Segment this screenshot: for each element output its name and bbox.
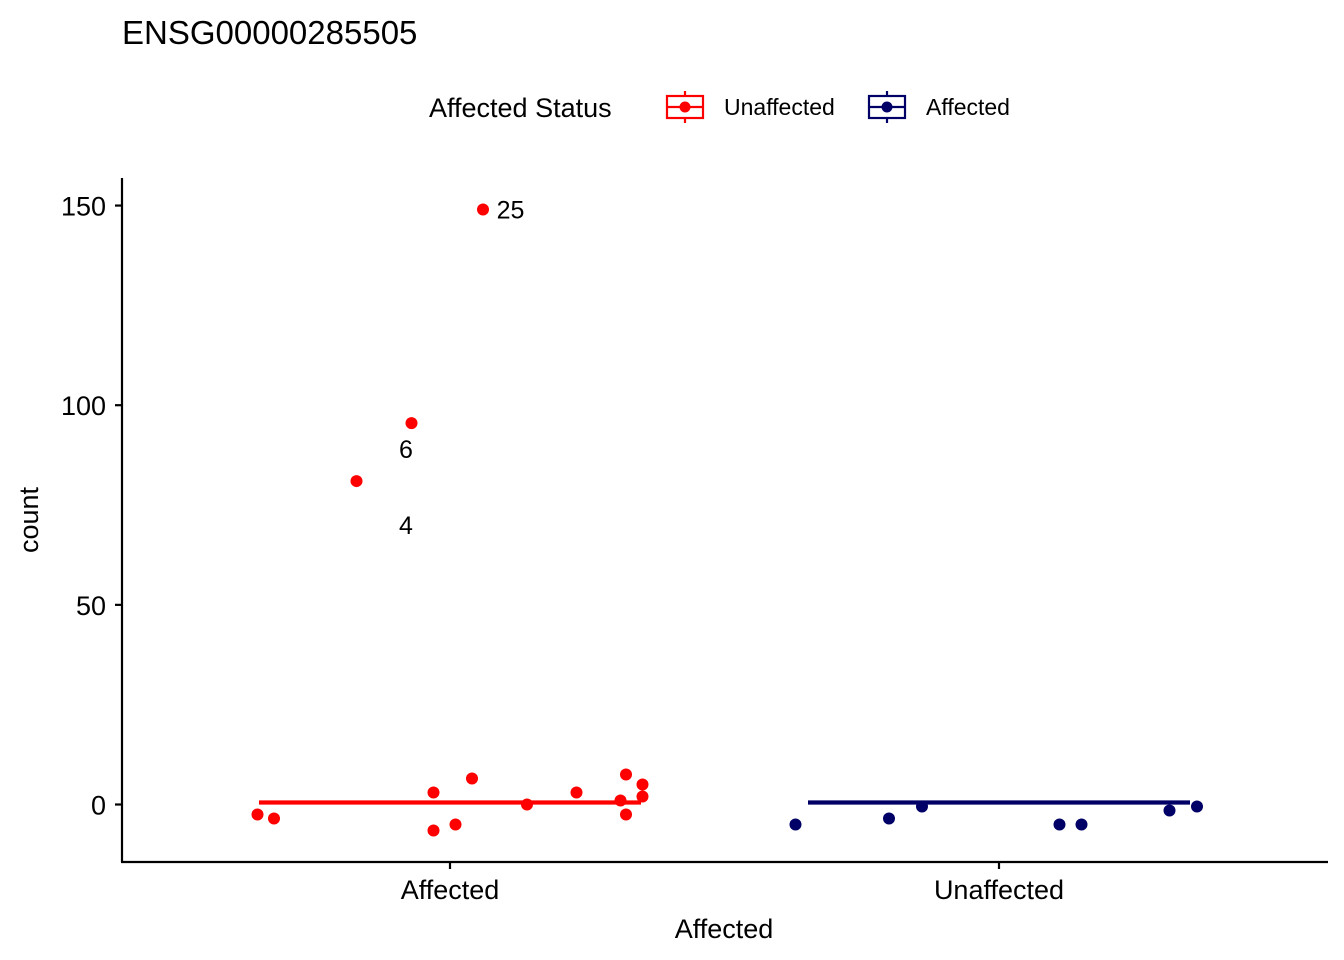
data-point (427, 824, 440, 837)
legend-title: Affected Status (429, 93, 612, 123)
data-point (350, 475, 363, 488)
x-tick-label: Unaffected (934, 875, 1064, 905)
y-tick-label: 50 (76, 591, 106, 621)
point-label: 25 (497, 197, 525, 225)
data-point (789, 818, 802, 831)
legend-key-point (679, 101, 691, 113)
legend-label: Unaffected (724, 94, 835, 120)
point-label: 4 (399, 512, 413, 540)
data-point (620, 808, 632, 821)
data-point (916, 800, 928, 813)
data-point (268, 812, 280, 825)
data-point (1053, 818, 1066, 831)
y-tick-label: 0 (91, 791, 106, 821)
y-tick-label: 150 (61, 192, 106, 222)
legend-label: Affected (926, 94, 1010, 120)
data-point (570, 786, 583, 799)
data-point (636, 778, 649, 791)
data-point (427, 786, 440, 799)
data-point (620, 768, 632, 781)
data-point (883, 812, 895, 825)
data-point (251, 808, 264, 821)
data-point (1075, 818, 1088, 831)
data-point (477, 203, 489, 216)
y-tick-label: 100 (61, 391, 106, 421)
data-point (636, 790, 649, 803)
axes: 0 50 100 150 Affected Unaffected (61, 178, 1328, 905)
data-point (1191, 800, 1203, 813)
data-point (466, 772, 478, 785)
y-axis-title: count (14, 486, 44, 553)
x-ticks: Affected Unaffected (401, 862, 1064, 905)
legend-entries: Unaffected Affected (665, 91, 1010, 123)
y-ticks: 0 50 100 150 (61, 192, 122, 821)
legend-entry: Unaffected (665, 91, 835, 123)
data-point (521, 798, 533, 811)
chart-title: ENSG00000285505 (122, 14, 417, 51)
point-label: 6 (399, 436, 413, 464)
data-point (449, 818, 462, 831)
x-axis-title: Affected (675, 914, 774, 944)
plot-area: 4 6 25 (251, 197, 1203, 837)
series-unaffected (789, 800, 1203, 831)
data-point (1163, 804, 1176, 817)
data-point (405, 417, 418, 430)
legend-key-point (881, 101, 893, 113)
data-point (614, 794, 627, 807)
legend-entry: Affected (867, 91, 1010, 123)
legend: Affected Status Unaffected Affected (429, 91, 1010, 123)
x-tick-label: Affected (401, 875, 500, 905)
series-affected: 4 6 25 (251, 197, 649, 837)
